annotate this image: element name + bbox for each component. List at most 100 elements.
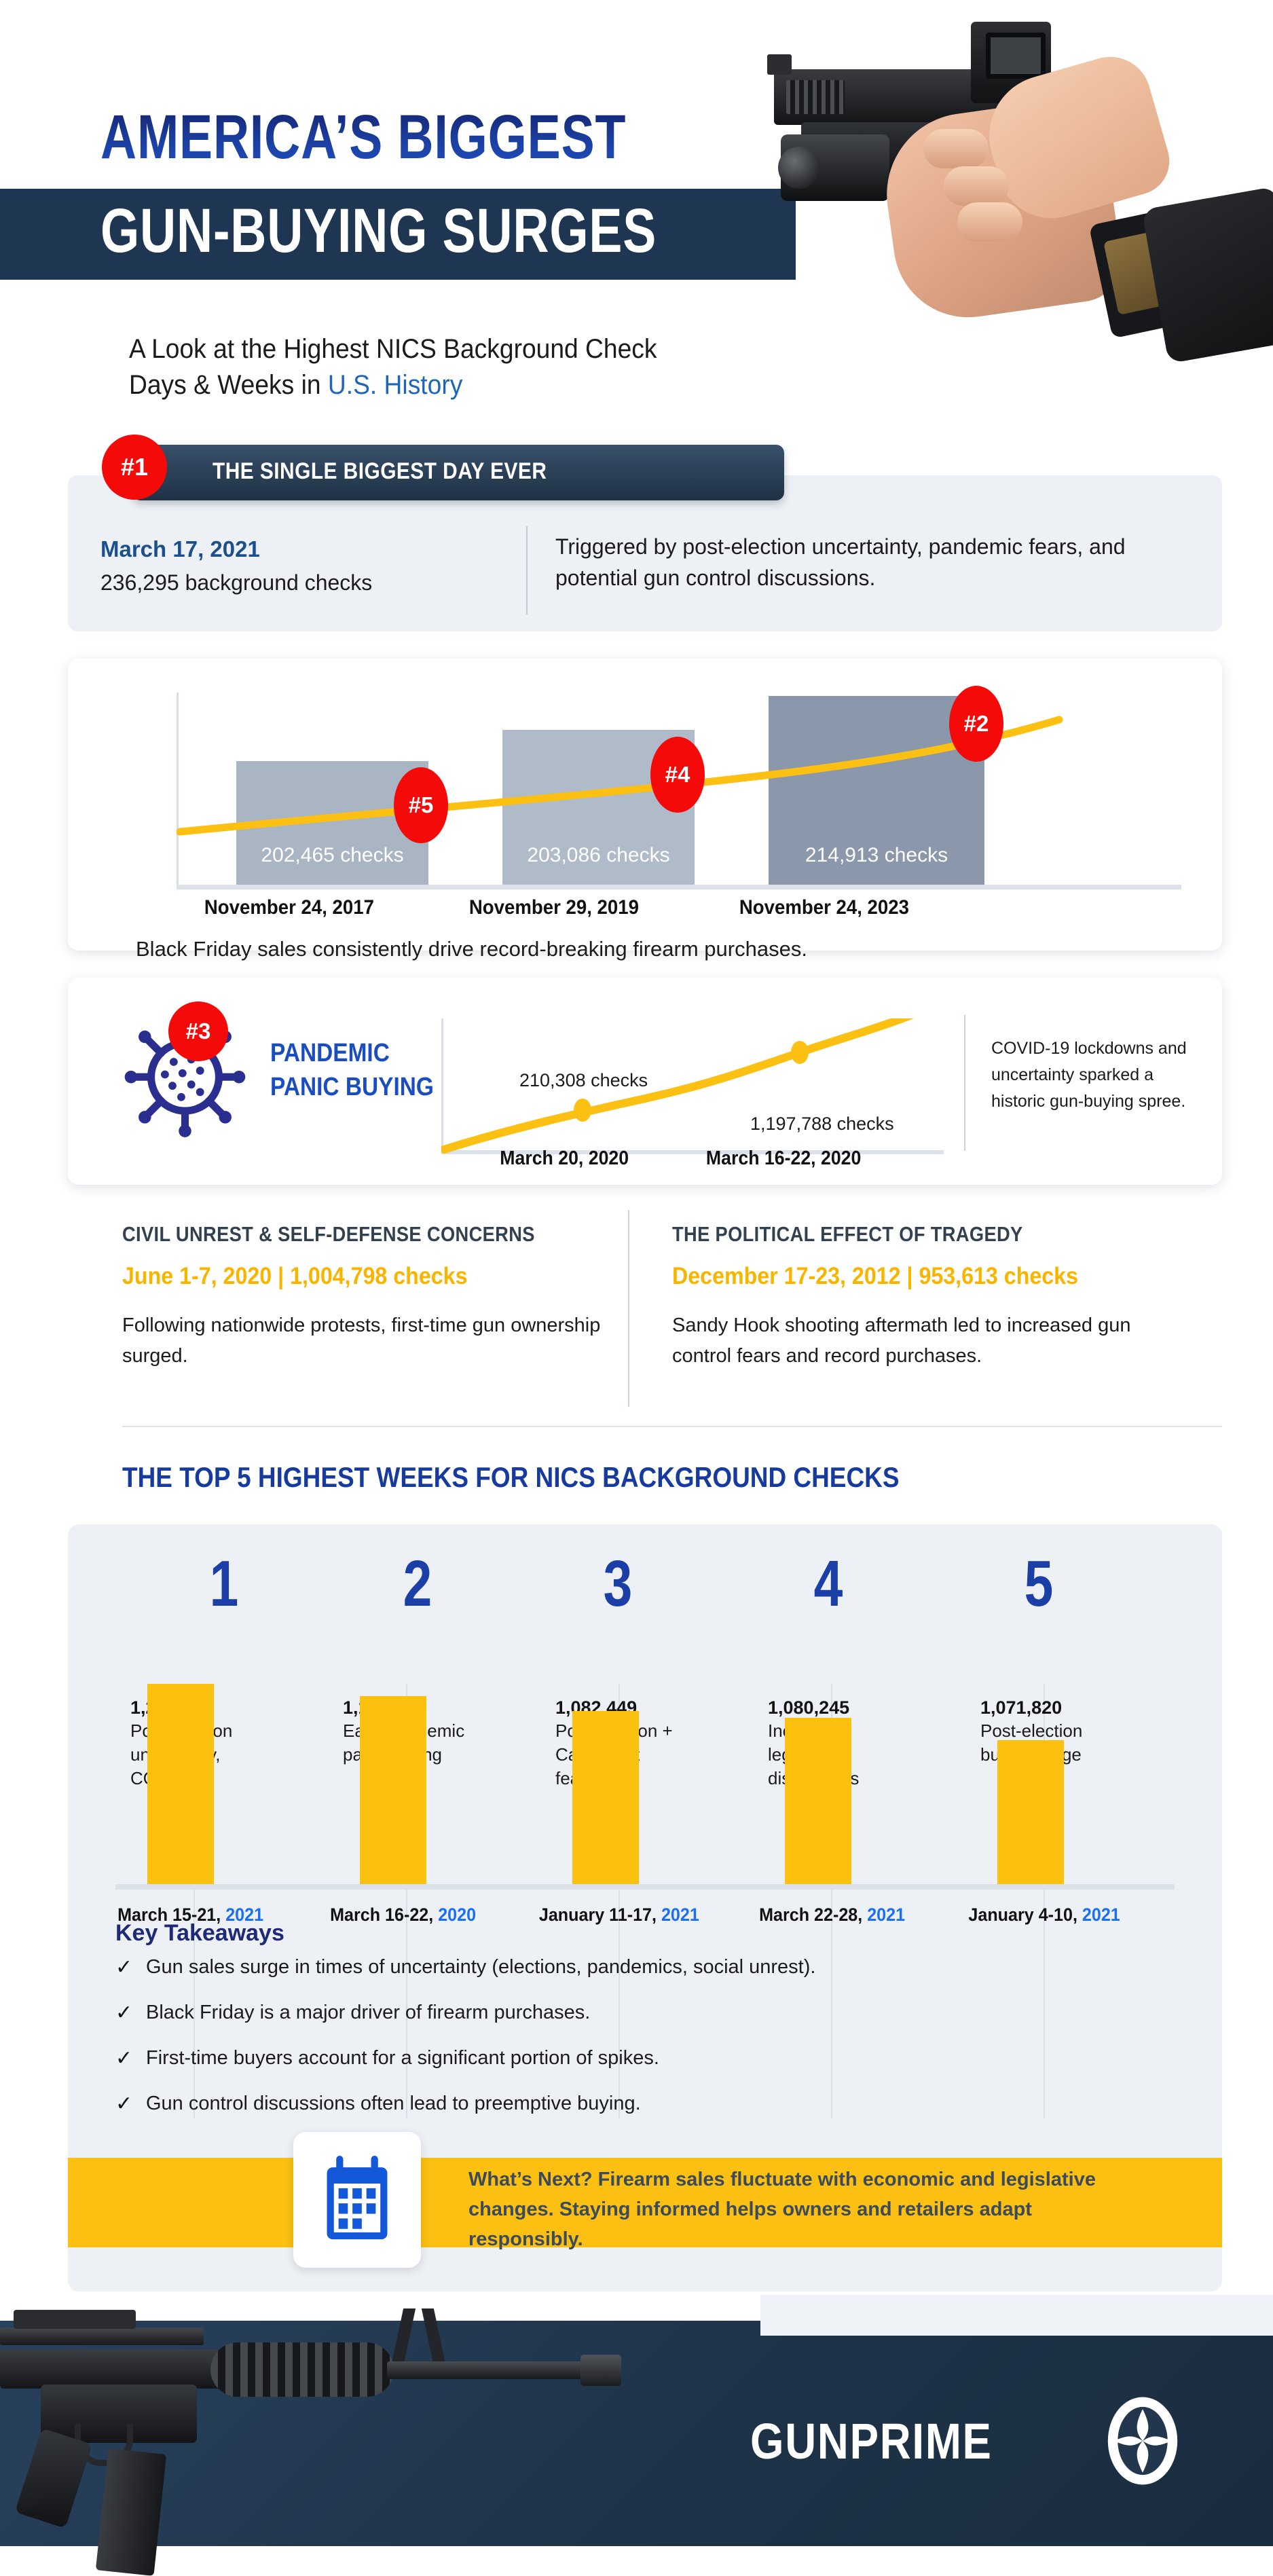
political-effect-stat: December 17-23, 2012 | 953,613 checks	[672, 1263, 1078, 1289]
takeaway-item-1: Gun sales surge in times of uncertainty …	[146, 1956, 816, 1978]
chart-x-axis	[177, 885, 1181, 889]
civil-unrest-stat: June 1-7, 2020 | 1,004,798 checks	[122, 1263, 468, 1289]
rank-badge-4: #4	[650, 737, 705, 813]
check-icon: ✓	[115, 1956, 133, 1979]
pandemic-y-axis	[441, 1018, 443, 1153]
top5-rank-1: 1	[209, 1547, 239, 1620]
black-friday-chart: 202,465 checks 203,086 checks 214,913 ch…	[177, 693, 1181, 889]
page-title-line-2: GUN-BUYING SURGES	[100, 196, 657, 265]
political-effect-heading: THE POLITICAL EFFECT OF TRAGEDY	[672, 1222, 1023, 1246]
top5-bar-chart	[115, 1630, 1175, 1884]
bar-label-2019: November 29, 2019	[468, 896, 639, 919]
rank-badge-3: #3	[168, 1001, 228, 1061]
bar-label-2017: November 24, 2017	[204, 896, 374, 919]
biggest-day-card	[68, 475, 1222, 631]
subtitle: A Look at the Highest NICS Background Ch…	[129, 331, 824, 403]
top5-date-5: January 4-10, 2021	[968, 1905, 1120, 1925]
political-effect-column: THE POLITICAL EFFECT OF TRAGEDY December…	[672, 1222, 1188, 1372]
top5-rank-5: 5	[1024, 1547, 1054, 1620]
calendar-icon	[327, 2156, 388, 2240]
footer-top-strip	[760, 2295, 1273, 2336]
top5-separator	[406, 1684, 407, 2118]
top5-separator	[831, 1684, 832, 2118]
top5-rank-2: 2	[403, 1547, 432, 1620]
top5-number-4: 1,080,245	[768, 1697, 850, 1718]
key-takeaways-title: Key Takeaways	[115, 1920, 284, 1946]
top5-bar-3	[572, 1711, 639, 1884]
biggest-day-description: Triggered by post-election uncertainty, …	[555, 534, 1126, 591]
top5-bar-4	[785, 1718, 851, 1884]
pandemic-date-1: March 20, 2020	[500, 1147, 629, 1169]
vertical-divider	[526, 526, 528, 614]
top5-date-2: March 16-22, 2020	[330, 1905, 477, 1925]
pandemic-x-axis	[441, 1150, 944, 1154]
rank-badge-5: #5	[394, 767, 448, 843]
takeaway-item-4: Gun control discussions often lead to pr…	[146, 2093, 641, 2114]
top5-rank-4: 4	[813, 1547, 843, 1620]
brand-logo: GUNPRIME	[750, 2397, 1225, 2485]
pandemic-description: COVID-19 lockdowns and uncertainty spark…	[991, 1039, 1187, 1111]
biggest-day-banner: THE SINGLE BIGGEST DAY EVER	[132, 445, 784, 500]
civil-unrest-column: CIVIL UNREST & SELF-DEFENSE CONCERNS Jun…	[122, 1222, 638, 1372]
chart-y-axis	[177, 693, 179, 886]
civil-unrest-body: Following nationwide protests, first-tim…	[122, 1314, 601, 1367]
biggest-day-date: March 17, 2021	[100, 536, 260, 562]
top5-axis	[115, 1884, 1175, 1890]
top5-separator	[1044, 1684, 1045, 2118]
biggest-day-count: 236,295 background checks	[100, 570, 373, 595]
hero-handgun-photo	[720, 22, 1273, 364]
gunprime-crosshair-icon	[1107, 2397, 1178, 2485]
biggest-day-title: THE SINGLE BIGGEST DAY EVER	[213, 458, 547, 484]
top5-item-1: 1	[122, 1551, 326, 1617]
bar-label-2023: November 24, 2023	[739, 896, 909, 919]
bar-value-2023: 214,913 checks	[805, 844, 948, 866]
check-icon: ✓	[115, 2002, 133, 2024]
pandemic-value-2: 1,197,788 checks	[750, 1114, 894, 1134]
pandemic-value-1: 210,308 checks	[519, 1070, 648, 1090]
top5-number-5: 1,071,820	[980, 1697, 1063, 1718]
takeaway-item-2: Black Friday is a major driver of firear…	[146, 2002, 591, 2023]
civil-unrest-heading: CIVIL UNREST & SELF-DEFENSE CONCERNS	[122, 1222, 535, 1246]
political-effect-body: Sandy Hook shooting aftermath led to inc…	[672, 1314, 1131, 1367]
rifle-photo	[0, 2295, 760, 2576]
header: AMERICA’S BIGGEST GUN-BUYING SURGES	[0, 0, 1273, 364]
pandemic-date-2: March 16-22, 2020	[705, 1147, 862, 1169]
rank-badge-2: #2	[949, 686, 1003, 762]
subtitle-highlight: U.S. History	[327, 369, 463, 400]
pandemic-chart	[441, 1018, 944, 1154]
top5-item-2: 2	[316, 1551, 519, 1617]
black-friday-note: Black Friday sales consistently drive re…	[136, 937, 807, 961]
pandemic-trend-line	[441, 1018, 915, 1154]
rank-badge-1: #1	[102, 435, 167, 500]
top5-item-5: 5	[937, 1551, 1141, 1617]
columns-divider	[628, 1210, 629, 1407]
top5-bar-5	[997, 1740, 1064, 1884]
pandemic-title-line-1: PANDEMIC	[270, 1039, 390, 1067]
brand-name: GUNPRIME	[750, 2412, 993, 2469]
bar-value-2019: 203,086 checks	[527, 844, 670, 866]
top5-date-3: January 11-17, 2021	[538, 1905, 699, 1925]
subtitle-line-1: A Look at the Highest NICS Background Ch…	[129, 334, 657, 364]
bar-2023: 214,913 checks	[769, 696, 984, 885]
check-icon: ✓	[115, 2093, 133, 2115]
top5-bar-2	[360, 1696, 426, 1884]
pandemic-title-line-2: PANIC BUYING	[270, 1073, 434, 1101]
takeaway-item-3: First-time buyers account for a signific…	[146, 2047, 659, 2069]
top5-heading: THE TOP 5 HIGHEST WEEKS FOR NICS BACKGRO…	[122, 1461, 900, 1493]
pandemic-divider	[964, 1015, 965, 1151]
top5-date-4: March 22-28, 2021	[759, 1905, 906, 1925]
top5-item-3: 3	[516, 1551, 720, 1617]
title-dark-band	[0, 189, 796, 280]
whats-next-text: What’s Next? Firearm sales fluctuate wit…	[468, 2169, 1096, 2251]
check-icon: ✓	[115, 2047, 133, 2069]
section-rule	[122, 1426, 1222, 1427]
top5-rank-3: 3	[603, 1547, 633, 1620]
whats-next-banner	[68, 2158, 1222, 2247]
top5-date-1: March 15-21, 2021	[117, 1905, 264, 1925]
calendar-icon-box	[293, 2132, 421, 2268]
bar-value-2017: 202,465 checks	[261, 844, 404, 866]
page-title-line-1: AMERICA’S BIGGEST	[100, 103, 627, 172]
top5-separator	[193, 1684, 195, 2118]
top5-item-4: 4	[726, 1551, 930, 1617]
top5-separator	[619, 1684, 620, 2118]
